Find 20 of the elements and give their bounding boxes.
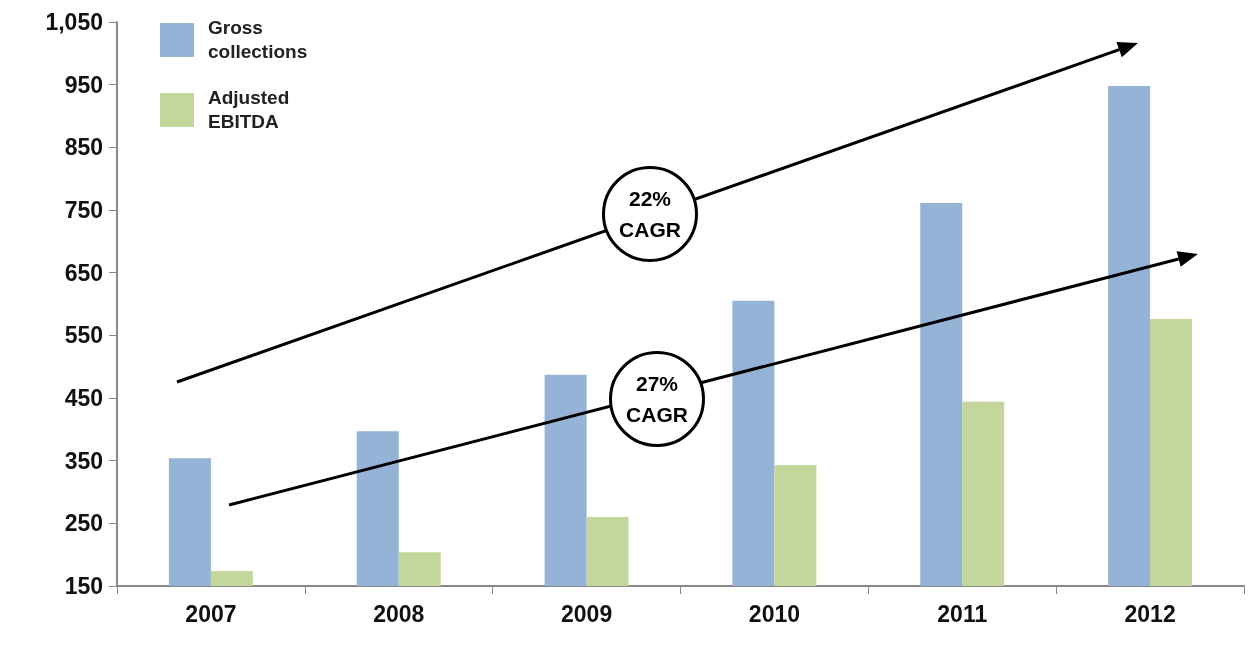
y-tick-label: 750 [64, 197, 103, 223]
y-tick-label: 550 [64, 322, 103, 349]
x-tick-label: 2008 [373, 600, 425, 627]
circled-note: 27% CAGR [609, 351, 705, 447]
x-tick-label: 2011 [937, 600, 988, 627]
y-tick-label: 450 [64, 385, 103, 411]
y-tick-label: 850 [64, 134, 103, 161]
legend-label: Adjusted EBITDA [208, 86, 291, 134]
legend-label: Gross collections [208, 16, 309, 64]
y-tick-label: 650 [64, 259, 103, 286]
x-tick-label: 2009 [561, 600, 613, 627]
y-tick-label: 350 [64, 447, 103, 474]
x-tick-label: 2010 [748, 600, 800, 627]
x-tick-label: 2012 [1124, 600, 1176, 627]
y-tick-label: 250 [64, 510, 103, 537]
y-tick-label: 950 [64, 71, 103, 98]
y-tick-label: 1,050 [45, 9, 103, 35]
y-tick-label: 150 [64, 573, 103, 599]
circled-note: 22% CAGR [602, 166, 698, 262]
x-tick-label: 2007 [185, 600, 237, 627]
